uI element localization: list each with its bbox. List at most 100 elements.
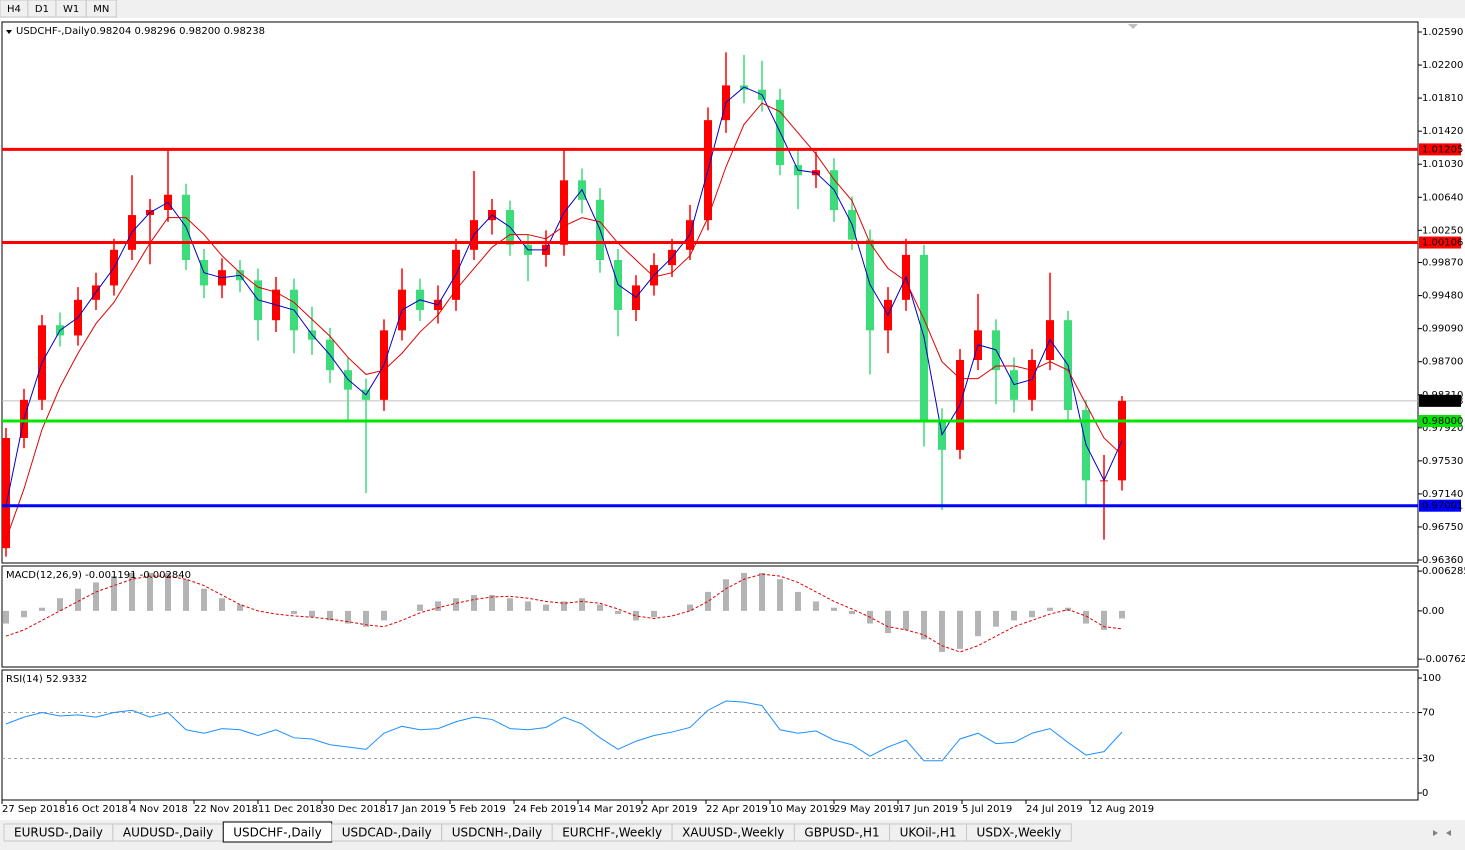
macd-bar <box>633 610 639 621</box>
macd-bar <box>201 588 207 611</box>
macd-bar <box>417 604 423 611</box>
y-tick-label: 0.96750 <box>1422 522 1463 533</box>
y-tick-label: 0.99090 <box>1422 324 1463 335</box>
level-label: 1.01205 <box>1422 144 1463 155</box>
macd-bar <box>723 579 729 611</box>
x-tick-label: 4 Nov 2018 <box>130 804 188 815</box>
macd-bar <box>21 610 27 618</box>
symbol-tabs: EURUSD-,Daily AUDUSD-,Daily USDCHF-,Daily U… <box>3 821 1072 843</box>
macd-bar <box>777 579 783 611</box>
tab-scroll[interactable] <box>1433 830 1451 836</box>
y-tick-label: 1.02590 <box>1422 27 1463 38</box>
tab-label[interactable]: USDCHF-,Daily <box>233 826 321 840</box>
x-tick-label: 30 Dec 2018 <box>322 804 386 815</box>
macd-bar <box>849 610 855 615</box>
symbol-label: USDCHF-,Daily <box>16 26 90 37</box>
tab-label[interactable]: EURCHF-,Weekly <box>562 826 662 840</box>
last-price-box <box>1419 394 1461 407</box>
macd-bar <box>3 610 9 624</box>
candle-body <box>2 437 10 549</box>
y-tick-label: 0.00 <box>1422 606 1444 617</box>
tab-label[interactable]: GBPUSD-,H1 <box>804 826 879 840</box>
macd-bar <box>759 572 765 611</box>
macd-bar <box>705 591 711 611</box>
rsi-title: RSI(14) 52.9332 <box>6 674 87 685</box>
macd-bar <box>129 572 135 611</box>
y-tick-label: 0 <box>1422 788 1428 799</box>
tab[interactable] <box>966 823 1072 842</box>
macd-bar <box>1011 610 1017 621</box>
last-price-label: 0.98238 <box>1422 396 1463 407</box>
y-tick-label: 0.006285 <box>1422 566 1465 577</box>
timeframe-label[interactable]: H4 <box>7 4 21 15</box>
macd-bar <box>741 572 747 611</box>
macd-bar <box>381 610 387 621</box>
level-label: 0.98000 <box>1422 416 1463 427</box>
y-tick-label: 0.97140 <box>1422 489 1463 500</box>
y-tick-label: 100 <box>1422 673 1441 684</box>
tab-label[interactable]: AUDUSD-,Daily <box>123 826 213 840</box>
macd-bar <box>111 576 117 611</box>
plots: 1.02590 1.02200 1.01810 1.01420 1.01030 1.006… <box>1 27 1465 815</box>
tab-label[interactable]: USDX-,Weekly <box>977 826 1062 840</box>
y-tick-label: 1.00640 <box>1422 192 1463 203</box>
x-tick-label: 17 Jan 2019 <box>386 804 446 815</box>
x-tick-label: 29 May 2019 <box>834 804 899 815</box>
tab-label[interactable]: XAUUSD-,Weekly <box>682 826 784 840</box>
y-tick-label: 0.99480 <box>1422 291 1463 302</box>
y-tick-label: 1.00250 <box>1422 225 1463 236</box>
x-tick-label: 10 May 2019 <box>770 804 835 815</box>
y-tick-label: 0.98700 <box>1422 357 1463 368</box>
macd-bar <box>525 601 531 611</box>
macd-bar <box>507 598 513 611</box>
timeframe-label[interactable]: D1 <box>35 4 49 15</box>
macd-bar <box>831 607 837 611</box>
level-label: 0.97001 <box>1422 501 1463 512</box>
timeframe-label[interactable]: W1 <box>63 4 79 15</box>
y-tick-label: 1.01030 <box>1422 159 1463 170</box>
timeframe-label[interactable]: MN <box>93 4 109 15</box>
macd-bar <box>885 610 891 634</box>
y-tick-label: 0.96360 <box>1422 555 1463 566</box>
macd-bar <box>1047 607 1053 611</box>
macd-bar <box>435 601 441 611</box>
collapse-arrow[interactable] <box>6 30 12 34</box>
x-tick-label: 24 Jul 2019 <box>1026 804 1083 815</box>
y-tick-label: 0.97920 <box>1422 423 1463 434</box>
macd-bar <box>813 601 819 611</box>
macd-bar <box>57 598 63 611</box>
ma-slow-line <box>5 102 1123 540</box>
level-label-box <box>1419 143 1461 156</box>
level-label-box <box>1419 415 1461 428</box>
tab-label[interactable]: USDCNH-,Daily <box>452 826 543 840</box>
x-tick-label: 24 Feb 2019 <box>514 804 576 815</box>
y-tick-label: 0.97530 <box>1422 456 1463 467</box>
y-tick-label: 1.02200 <box>1422 60 1463 71</box>
y-tick-label: 1.01420 <box>1422 126 1463 137</box>
x-tick-label: 5 Jul 2019 <box>962 804 1012 815</box>
macd-bar <box>687 604 693 611</box>
macd-bar <box>921 610 927 640</box>
macd-bar <box>597 604 603 611</box>
macd-bar <box>363 610 369 627</box>
macd-bar <box>579 598 585 611</box>
level-label-box <box>1419 499 1461 512</box>
macd-bar <box>345 610 351 624</box>
tab-label[interactable]: UKOil-,H1 <box>900 826 957 840</box>
macd-bar <box>147 572 153 611</box>
tab-label[interactable]: USDCAD-,Daily <box>342 826 432 840</box>
ohlc-label: 0.98204 0.98296 0.98200 0.98238 <box>90 26 265 37</box>
y-tick-label: 30 <box>1422 754 1435 765</box>
macd-bar <box>291 610 297 615</box>
macd-bar <box>183 579 189 611</box>
macd-bar <box>651 610 657 618</box>
tab-label[interactable]: EURUSD-,Daily <box>14 826 103 840</box>
macd-bar <box>543 604 549 611</box>
timeframe-tab[interactable] <box>85 0 117 18</box>
x-tick-label: 12 Aug 2019 <box>1090 804 1154 815</box>
y-tick-label: 0.99870 <box>1422 258 1463 269</box>
y-tick-label: -0.00762 <box>1422 654 1465 665</box>
macd-panel <box>1 565 1419 668</box>
